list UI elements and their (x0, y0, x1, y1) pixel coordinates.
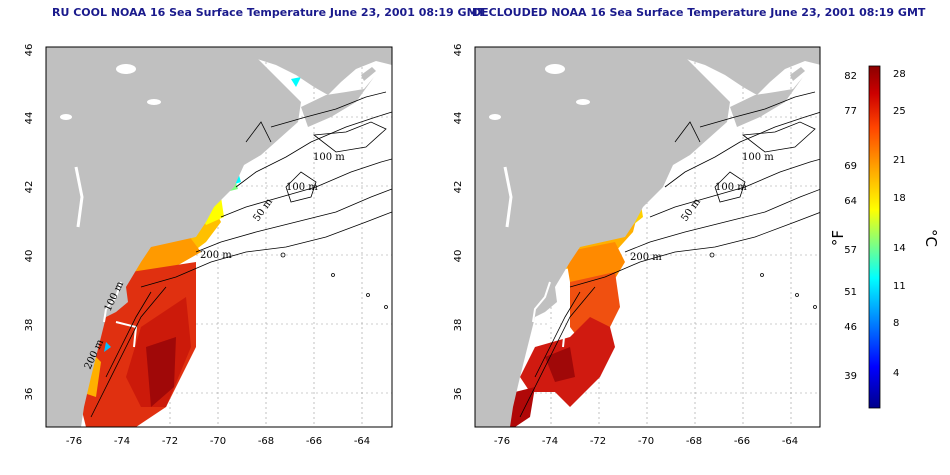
x-tick-label: -70 (210, 436, 226, 447)
fahrenheit-tick: 57 (844, 245, 857, 256)
fahrenheit-tick: 39 (844, 371, 857, 382)
x-tick-label: -74 (542, 436, 558, 447)
celsius-tick: 21 (893, 155, 906, 166)
y-tick-label: 42 (453, 181, 464, 194)
y-tick-label: 46 (453, 44, 464, 57)
fahrenheit-tick: 77 (844, 106, 857, 117)
fahrenheit-tick: 82 (844, 71, 857, 82)
temperature-colorbar: 82 77 69 64 57 51 46 39 28 25 21 18 14 1… (829, 65, 940, 409)
celsius-tick: 25 (893, 106, 906, 117)
x-tick-label: -64 (354, 436, 370, 447)
x-tick-label: -76 (66, 436, 82, 447)
right-contour-label: 200 m (630, 252, 662, 263)
y-tick-label: 38 (24, 319, 35, 332)
x-tick-label: -72 (162, 436, 178, 447)
x-tick-label: -68 (258, 436, 274, 447)
celsius-tick: 28 (893, 69, 906, 80)
celsius-tick: 11 (893, 281, 906, 292)
right-contour-label: 100 m (742, 152, 774, 163)
left-contour-label: 100 m (313, 152, 345, 163)
y-tick-label: 40 (24, 250, 35, 263)
y-tick-label: 38 (453, 319, 464, 332)
x-tick-label: -76 (494, 436, 510, 447)
celsius-tick: 8 (893, 318, 899, 329)
x-tick-label: -74 (114, 436, 130, 447)
celsius-tick: 14 (893, 243, 906, 254)
right-map-panel: 100 m 100 m 50 m 200 m 46 44 42 40 38 36… (453, 44, 821, 447)
y-tick-label: 46 (24, 44, 35, 57)
x-tick-label: -66 (734, 436, 750, 447)
celsius-unit-label: °C (922, 229, 940, 247)
x-tick-label: -72 (590, 436, 606, 447)
x-tick-label: -70 (638, 436, 654, 447)
fahrenheit-tick: 64 (844, 196, 857, 207)
celsius-tick: 4 (893, 368, 899, 379)
y-tick-label: 42 (24, 181, 35, 194)
y-tick-label: 36 (453, 388, 464, 401)
y-tick-label: 44 (453, 112, 464, 125)
x-tick-label: -68 (686, 436, 702, 447)
y-tick-label: 36 (24, 388, 35, 401)
fahrenheit-tick: 51 (844, 287, 857, 298)
y-tick-label: 40 (453, 250, 464, 263)
left-contour-label: 200 m (200, 250, 232, 261)
fahrenheit-tick: 46 (844, 322, 857, 333)
x-tick-label: -66 (306, 436, 322, 447)
right-panel-title: DECLOUDED NOAA 16 Sea Surface Temperatur… (472, 6, 926, 19)
celsius-tick: 18 (893, 193, 906, 204)
left-panel-title: RU COOL NOAA 16 Sea Surface Temperature … (52, 6, 486, 19)
left-contour-label: 100 m (286, 182, 318, 193)
y-tick-label: 44 (24, 112, 35, 125)
fahrenheit-unit-label: °F (829, 230, 847, 246)
x-tick-label: -64 (782, 436, 798, 447)
left-map-panel: 100 m 100 m 50 m 200 m 100 m 200 m 46 44… (24, 44, 393, 447)
right-contour-label: 100 m (715, 182, 747, 193)
fahrenheit-tick: 69 (844, 161, 857, 172)
